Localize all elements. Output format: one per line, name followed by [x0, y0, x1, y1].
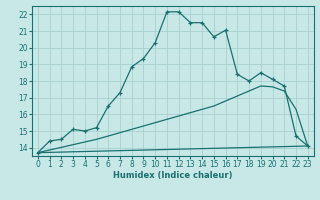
X-axis label: Humidex (Indice chaleur): Humidex (Indice chaleur) — [113, 171, 233, 180]
